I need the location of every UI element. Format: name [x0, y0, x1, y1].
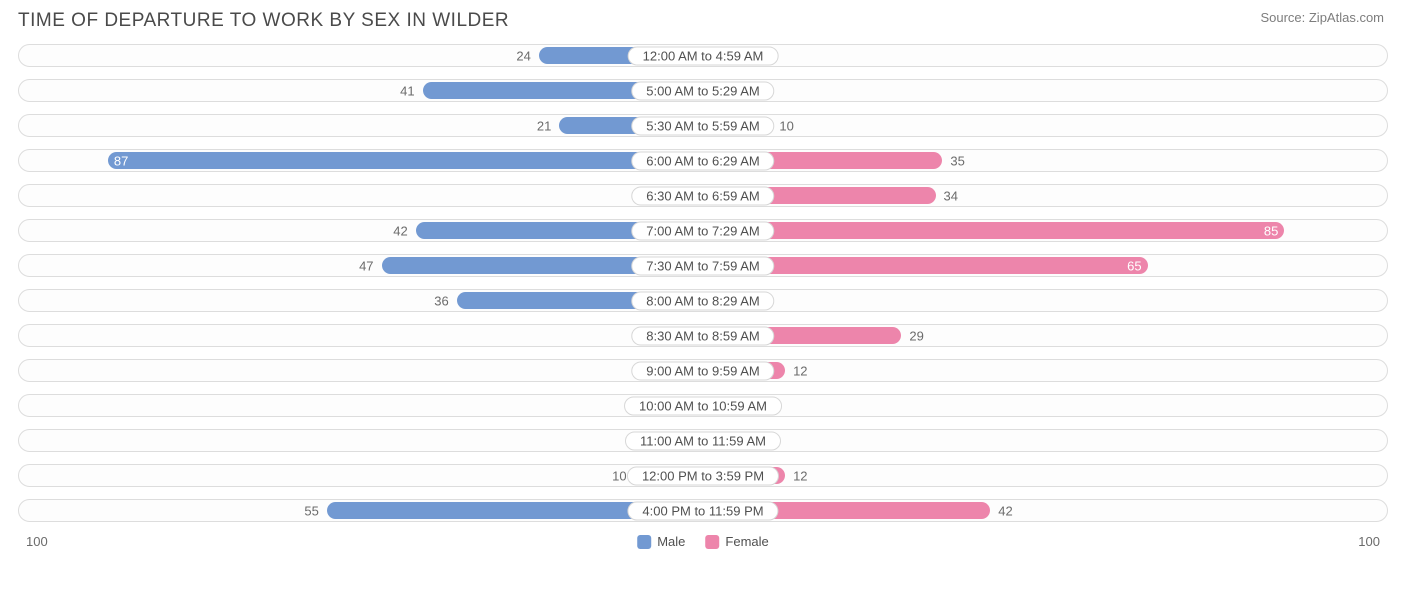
- female-value: 12: [785, 468, 807, 483]
- time-range-label: 6:30 AM to 6:59 AM: [631, 186, 774, 205]
- female-value: 29: [901, 328, 923, 343]
- time-range-label: 7:00 AM to 7:29 AM: [631, 221, 774, 240]
- time-range-label: 8:00 AM to 8:29 AM: [631, 291, 774, 310]
- source-attribution: Source: ZipAtlas.com: [1260, 10, 1384, 25]
- time-range-label: 7:30 AM to 7:59 AM: [631, 256, 774, 275]
- chart-row: 21 105:30 AM to 5:59 AM: [18, 114, 1388, 137]
- male-bar: 87: [108, 152, 703, 169]
- male-swatch: [637, 535, 651, 549]
- legend-label-male: Male: [657, 534, 685, 549]
- time-range-label: 11:00 AM to 11:59 AM: [625, 431, 781, 450]
- female-swatch: [705, 535, 719, 549]
- time-range-label: 9:00 AM to 9:59 AM: [631, 361, 774, 380]
- time-range-label: 6:00 AM to 6:29 AM: [631, 151, 774, 170]
- diverging-bar-chart: 24012:00 AM to 4:59 AM 4135:00 AM to 5:29…: [18, 44, 1388, 522]
- male-value: 36: [434, 293, 456, 308]
- chart-row: 101212:00 PM to 3:59 PM: [18, 464, 1388, 487]
- female-value: 42: [990, 503, 1012, 518]
- male-value: 24: [516, 48, 538, 63]
- time-range-label: 5:00 AM to 5:29 AM: [631, 81, 774, 100]
- male-value: 21: [537, 118, 559, 133]
- axis-max-left: 100: [26, 534, 48, 549]
- time-range-label: 10:00 AM to 10:59 AM: [624, 396, 782, 415]
- female-value: 85: [1264, 223, 1278, 238]
- chart-row: 87 35 6:00 AM to 6:29 AM: [18, 149, 1388, 172]
- female-value: 35: [942, 153, 964, 168]
- female-value: 65: [1127, 258, 1141, 273]
- chart-row: 4135:00 AM to 5:29 AM: [18, 79, 1388, 102]
- female-bar: 85: [703, 222, 1284, 239]
- time-range-label: 12:00 PM to 3:59 PM: [627, 466, 779, 485]
- male-value: 42: [393, 223, 415, 238]
- time-range-label: 8:30 AM to 8:59 AM: [631, 326, 774, 345]
- legend: Male Female: [637, 534, 769, 549]
- chart-row: 55 42 4:00 PM to 11:59 PM: [18, 499, 1388, 522]
- chart-row: 2010:00 AM to 10:59 AM: [18, 394, 1388, 417]
- legend-item-male: Male: [637, 534, 685, 549]
- time-range-label: 5:30 AM to 5:59 AM: [631, 116, 774, 135]
- chart-row: 2129:00 AM to 9:59 AM: [18, 359, 1388, 382]
- female-value: 10: [771, 118, 793, 133]
- time-range-label: 12:00 AM to 4:59 AM: [628, 46, 779, 65]
- legend-label-female: Female: [725, 534, 768, 549]
- male-value: 55: [304, 503, 326, 518]
- female-value: 12: [785, 363, 807, 378]
- chart-row: 5346:30 AM to 6:59 AM: [18, 184, 1388, 207]
- female-value: 34: [936, 188, 958, 203]
- chart-row: 24012:00 AM to 4:59 AM: [18, 44, 1388, 67]
- chart-row: 47 65 7:30 AM to 7:59 AM: [18, 254, 1388, 277]
- chart-row: 0411:00 AM to 11:59 AM: [18, 429, 1388, 452]
- chart-row: 3658:00 AM to 8:29 AM: [18, 289, 1388, 312]
- chart-row: 42 85 7:00 AM to 7:29 AM: [18, 219, 1388, 242]
- axis-max-right: 100: [1358, 534, 1380, 549]
- chart-footer: 100 Male Female 100: [18, 532, 1388, 558]
- legend-item-female: Female: [705, 534, 768, 549]
- male-value: 87: [114, 153, 128, 168]
- time-range-label: 4:00 PM to 11:59 PM: [627, 501, 778, 520]
- chart-row: 0298:30 AM to 8:59 AM: [18, 324, 1388, 347]
- male-value: 47: [359, 258, 381, 273]
- chart-title: TIME OF DEPARTURE TO WORK BY SEX IN WILD…: [18, 10, 1388, 32]
- male-value: 41: [400, 83, 422, 98]
